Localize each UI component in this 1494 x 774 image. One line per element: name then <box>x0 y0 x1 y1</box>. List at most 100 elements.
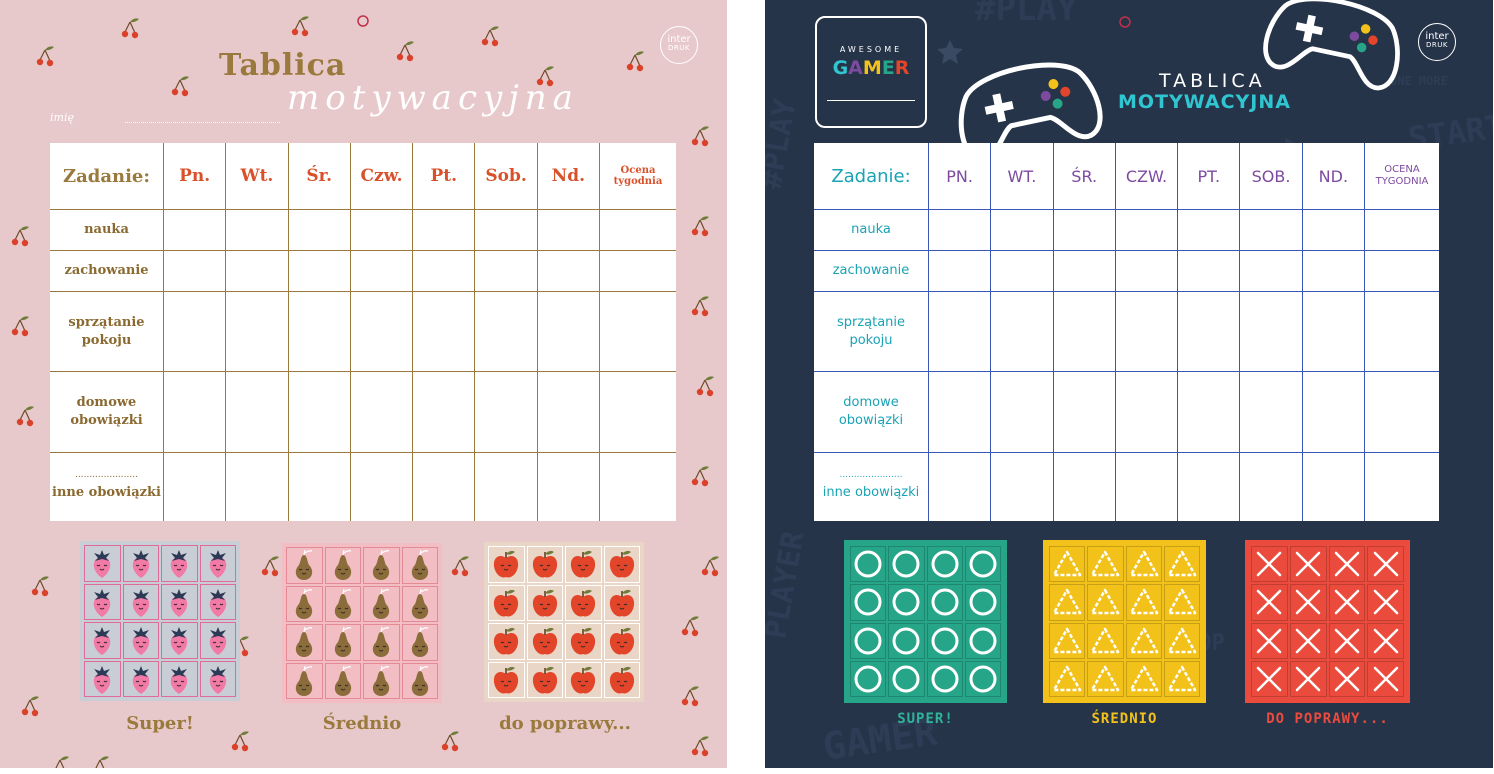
sticker[interactable] <box>1289 660 1327 697</box>
check-cell[interactable] <box>1052 291 1116 373</box>
sticker[interactable] <box>964 584 1001 621</box>
check-cell[interactable] <box>412 250 476 293</box>
check-cell[interactable] <box>1301 291 1366 373</box>
check-cell[interactable] <box>1114 371 1179 453</box>
check-cell[interactable] <box>1301 208 1366 252</box>
sticker[interactable] <box>286 585 323 622</box>
check-cell[interactable] <box>536 208 601 252</box>
check-cell[interactable] <box>412 371 476 453</box>
check-cell[interactable] <box>162 208 227 252</box>
sticker[interactable] <box>324 662 361 699</box>
sticker[interactable] <box>401 624 438 661</box>
check-cell[interactable] <box>1239 371 1303 453</box>
grade-cell[interactable] <box>599 250 676 293</box>
check-cell[interactable] <box>474 250 538 293</box>
check-cell[interactable] <box>927 371 992 453</box>
check-cell[interactable] <box>412 208 476 252</box>
sticker[interactable] <box>286 547 323 584</box>
sticker[interactable] <box>1328 546 1366 583</box>
check-cell[interactable] <box>1052 371 1116 453</box>
sticker[interactable] <box>488 546 525 583</box>
sticker[interactable] <box>363 662 400 699</box>
sticker[interactable] <box>1163 622 1200 659</box>
sticker[interactable] <box>84 660 121 697</box>
check-cell[interactable] <box>1301 371 1366 453</box>
sticker[interactable] <box>603 584 640 621</box>
sticker[interactable] <box>488 623 525 660</box>
check-cell[interactable] <box>225 291 289 373</box>
check-cell[interactable] <box>1114 451 1179 521</box>
sticker[interactable] <box>565 584 602 621</box>
sticker[interactable] <box>603 661 640 698</box>
check-cell[interactable] <box>1177 250 1241 293</box>
sticker[interactable] <box>363 624 400 661</box>
check-cell[interactable] <box>990 451 1054 521</box>
sticker[interactable] <box>565 623 602 660</box>
sticker[interactable] <box>1125 546 1162 583</box>
check-cell[interactable] <box>162 371 227 453</box>
sticker[interactable] <box>401 547 438 584</box>
check-cell[interactable] <box>1239 451 1303 521</box>
check-cell[interactable] <box>1052 451 1116 521</box>
check-cell[interactable] <box>1177 291 1241 373</box>
check-cell[interactable] <box>162 250 227 293</box>
check-cell[interactable] <box>474 451 538 521</box>
check-cell[interactable] <box>1301 451 1366 521</box>
check-cell[interactable] <box>349 208 414 252</box>
check-cell[interactable] <box>474 291 538 373</box>
check-cell[interactable] <box>1114 291 1179 373</box>
sticker[interactable] <box>1163 660 1200 697</box>
sticker[interactable] <box>1367 546 1404 583</box>
grade-cell[interactable] <box>599 451 676 521</box>
sticker[interactable] <box>964 622 1001 659</box>
sticker[interactable] <box>1328 660 1366 697</box>
check-cell[interactable] <box>536 451 601 521</box>
sticker[interactable] <box>888 584 925 621</box>
sticker[interactable] <box>488 584 525 621</box>
check-cell[interactable] <box>1239 208 1303 252</box>
check-cell[interactable] <box>225 250 289 293</box>
grade-cell[interactable] <box>1364 451 1439 521</box>
sticker[interactable] <box>526 661 563 698</box>
check-cell[interactable] <box>1177 371 1241 453</box>
sticker[interactable] <box>324 585 361 622</box>
sticker[interactable] <box>286 662 323 699</box>
sticker[interactable] <box>1087 622 1124 659</box>
sticker[interactable] <box>324 547 361 584</box>
sticker[interactable] <box>1328 584 1366 621</box>
sticker[interactable] <box>1251 622 1288 659</box>
sticker[interactable] <box>199 660 236 697</box>
check-cell[interactable] <box>349 291 414 373</box>
check-cell[interactable] <box>225 451 289 521</box>
sticker[interactable] <box>324 624 361 661</box>
check-cell[interactable] <box>287 371 351 453</box>
custom-task-line[interactable]: ...................... <box>75 470 138 481</box>
check-cell[interactable] <box>474 371 538 453</box>
sticker[interactable] <box>363 585 400 622</box>
grade-cell[interactable] <box>599 208 676 252</box>
sticker[interactable] <box>603 546 640 583</box>
sticker[interactable] <box>888 660 925 697</box>
check-cell[interactable] <box>536 371 601 453</box>
check-cell[interactable] <box>225 371 289 453</box>
sticker[interactable] <box>926 660 963 697</box>
sticker[interactable] <box>199 545 236 582</box>
grade-cell[interactable] <box>1364 291 1439 373</box>
check-cell[interactable] <box>1052 250 1116 293</box>
sticker[interactable] <box>1367 622 1404 659</box>
check-cell[interactable] <box>225 208 289 252</box>
check-cell[interactable] <box>287 250 351 293</box>
sticker[interactable] <box>1367 660 1404 697</box>
name-line[interactable] <box>827 100 915 101</box>
sticker[interactable] <box>888 622 925 659</box>
sticker[interactable] <box>926 546 963 583</box>
sticker[interactable] <box>1125 660 1162 697</box>
check-cell[interactable] <box>1052 208 1116 252</box>
check-cell[interactable] <box>990 208 1054 252</box>
grade-cell[interactable] <box>1364 208 1439 252</box>
sticker[interactable] <box>1125 584 1162 621</box>
sticker[interactable] <box>122 545 159 582</box>
sticker[interactable] <box>1049 584 1086 621</box>
check-cell[interactable] <box>1114 208 1179 252</box>
grade-cell[interactable] <box>1364 250 1439 293</box>
